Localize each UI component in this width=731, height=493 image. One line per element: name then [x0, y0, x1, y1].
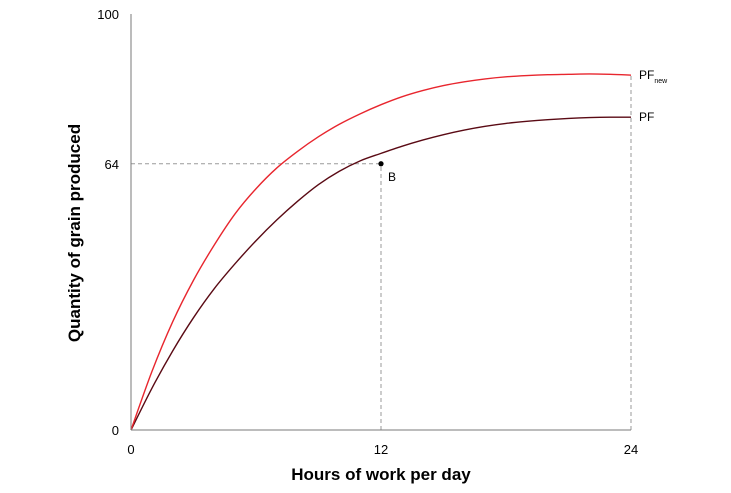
- annotations: B: [378, 161, 396, 184]
- axes: [130, 14, 631, 431]
- x-tick-label: 12: [374, 442, 388, 457]
- y-axis-title: Quantity of grain produced: [65, 124, 84, 342]
- guide-lines: [131, 75, 632, 430]
- series-labels: PF PFnew: [639, 68, 668, 124]
- series-line-pf: [130, 116, 632, 431]
- point-label-b: B: [388, 170, 396, 184]
- series-line-pf-new: [130, 73, 632, 431]
- series-label-1: PFnew: [639, 68, 668, 85]
- tick-labels: 0 12 24 0 64 100: [97, 7, 638, 457]
- series-label-0: PF: [639, 110, 654, 124]
- x-axis-title: Hours of work per day: [291, 465, 471, 484]
- point-b: [378, 161, 384, 167]
- y-tick-label: 100: [97, 7, 119, 22]
- curves: [130, 73, 632, 431]
- y-tick-label: 64: [105, 157, 119, 172]
- x-tick-label: 24: [624, 442, 638, 457]
- x-tick-label: 0: [127, 442, 134, 457]
- y-tick-label: 0: [112, 423, 119, 438]
